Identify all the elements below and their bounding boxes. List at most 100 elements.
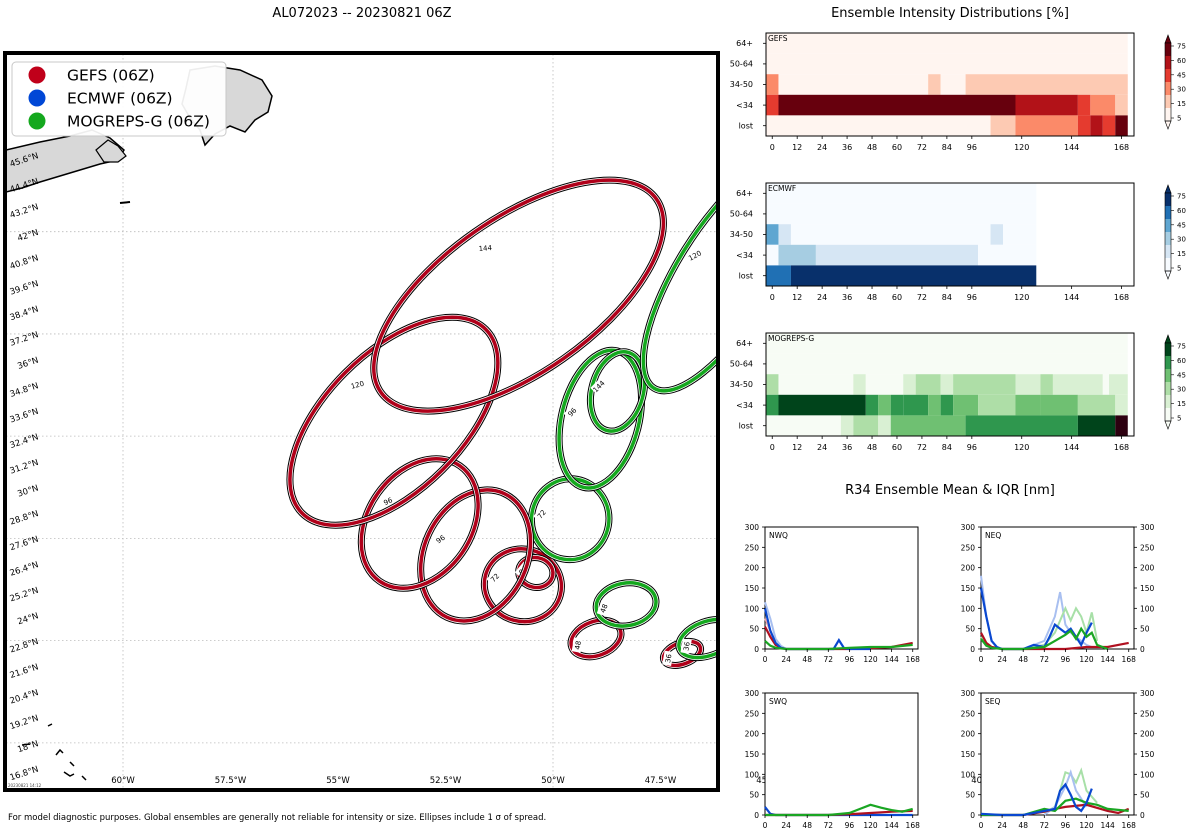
intensity-x-label: 36 (842, 443, 852, 452)
spread-ellipse-mogreps-g: 0 (933, 682, 963, 699)
intensity-x-label: 84 (942, 143, 952, 152)
heat-cell (778, 94, 1016, 116)
heat-cell (1003, 224, 1037, 245)
intensity-x-label: 168 (1114, 293, 1129, 302)
map-background (6, 54, 717, 789)
intensity-frame (765, 32, 1135, 137)
r34-y-label: 0 (754, 645, 759, 654)
r34-y-label-right: 150 (1140, 584, 1155, 593)
ensemble-track-ecmwf (936, 684, 948, 689)
r34-y-label: 150 (961, 750, 976, 759)
heat-cell (778, 394, 866, 416)
r34-y-label-right: 150 (1140, 750, 1155, 759)
ellipse-ring (372, 178, 666, 413)
heat-cell (940, 74, 966, 95)
ensemble-track-mogreps-g (939, 685, 949, 690)
ellipse-label-bg (590, 377, 607, 395)
r34-series-mogreps-g-mean (980, 626, 1109, 651)
ellipse-label-bg (533, 505, 550, 523)
spread-ellipse-gefs: 24 (735, 649, 782, 688)
r34-x-label: 168 (1122, 655, 1137, 664)
ellipse-hour-label: 0 (930, 684, 939, 692)
r34-panel-name: NWQ (769, 531, 788, 540)
ensemble-track-mogreps-g (933, 686, 949, 689)
r34-y-label: 200 (961, 564, 976, 573)
r34-y-label-right: 50 (1140, 791, 1150, 800)
ensemble-track-mogreps-g (936, 684, 948, 689)
intensity-x-label: 72 (917, 443, 927, 452)
intensity-x-label: 0 (770, 443, 775, 452)
heat-cell (1109, 374, 1128, 395)
heat-cell (766, 115, 991, 136)
ensemble-track-mogreps-g (935, 688, 949, 690)
r34-x-label: 24 (781, 655, 791, 664)
intensity-frame (765, 332, 1135, 437)
r34-series-ecmwf-mean (979, 587, 1093, 651)
ensemble-track-gefs (928, 686, 949, 690)
ensemble-track-gefs (932, 688, 949, 690)
ensemble-track-mogreps-g (940, 687, 949, 689)
ensemble-track-gefs (931, 686, 949, 689)
r34-y-label: 50 (749, 791, 759, 800)
colorbar-tick-label: 75 (1177, 43, 1186, 51)
heat-cell (1015, 94, 1078, 116)
ellipse-ring (641, 156, 717, 393)
colorbar-segment (1165, 356, 1171, 369)
r34-x-label: 0 (763, 655, 768, 664)
ellipse-label-bg (379, 493, 397, 508)
colorbar-cap-bottom (1164, 420, 1172, 430)
heat-cell (766, 94, 779, 116)
intensity-x-label: 144 (1064, 143, 1079, 152)
colorbar-segment (1165, 108, 1171, 121)
ellipse-label-group: 12 (879, 666, 894, 683)
heat-cell (853, 374, 866, 395)
ensemble-track-gefs (931, 685, 949, 690)
heat-cell (766, 353, 1128, 375)
intensity-row-label: <34 (736, 251, 753, 260)
colorbar-segment (1165, 258, 1171, 271)
heat-cell (990, 115, 1016, 136)
spread-ellipse-mogreps-g: 48 (592, 579, 660, 630)
ellipse-label-group: 72 (486, 569, 503, 586)
lon-tick-label: 55°W (326, 776, 350, 786)
ensemble-track-ecmwf (931, 682, 949, 689)
intensity-row-label: lost (739, 121, 753, 130)
colorbar-tick-label: 30 (1177, 236, 1186, 244)
ensemble-track-gefs (929, 687, 949, 690)
ellipse-hour-label: 48 (574, 640, 583, 650)
intensity-colorbar: 75 60 45 30 15 5 (1164, 184, 1186, 280)
intensity-colorbar: 75 60 45 30 15 5 (1164, 334, 1186, 430)
ellipse-label-group: 144 (477, 242, 493, 253)
ensemble-track-mogreps-g (934, 688, 949, 689)
ensemble-track-gefs (936, 689, 949, 690)
ellipse-hour-label: 72 (489, 572, 501, 584)
ellipse-outline (737, 649, 781, 687)
intensity-row-label: lost (739, 271, 753, 280)
ensemble-track-ecmwf (935, 685, 949, 690)
r34-x-label: 96 (1061, 655, 1071, 664)
intensity-row-label: lost (739, 421, 753, 430)
land-sable-island (119, 201, 131, 204)
ellipse-label-bg (927, 679, 942, 696)
r34-y-label: 100 (745, 770, 760, 779)
r34-y-label-right: 100 (1140, 604, 1155, 613)
ensemble-track-gefs (931, 685, 949, 689)
ellipse-halo (737, 649, 781, 687)
ellipse-ring (588, 350, 647, 433)
r34-y-label: 50 (965, 625, 975, 634)
intensity-x-label: 96 (967, 443, 977, 452)
spread-ellipse-gefs: 48 (567, 616, 625, 661)
colorbar-segment (1165, 232, 1171, 245)
ellipse-ring (882, 668, 921, 681)
legend-label: ECMWF (06Z) (67, 90, 173, 108)
ensemble-track-mogreps-g (936, 683, 948, 689)
ellipse-label-group: 12 (859, 666, 874, 683)
colorbar-segment (1165, 56, 1171, 69)
ensemble-track-gefs (934, 684, 949, 689)
ensemble-track-gefs (937, 687, 949, 690)
intensity-row-label: <34 (736, 401, 753, 410)
r34-series-mogreps-g-mean (764, 640, 913, 651)
ellipse-hour-label: 48 (599, 603, 610, 614)
r34-y-label: 150 (745, 584, 760, 593)
